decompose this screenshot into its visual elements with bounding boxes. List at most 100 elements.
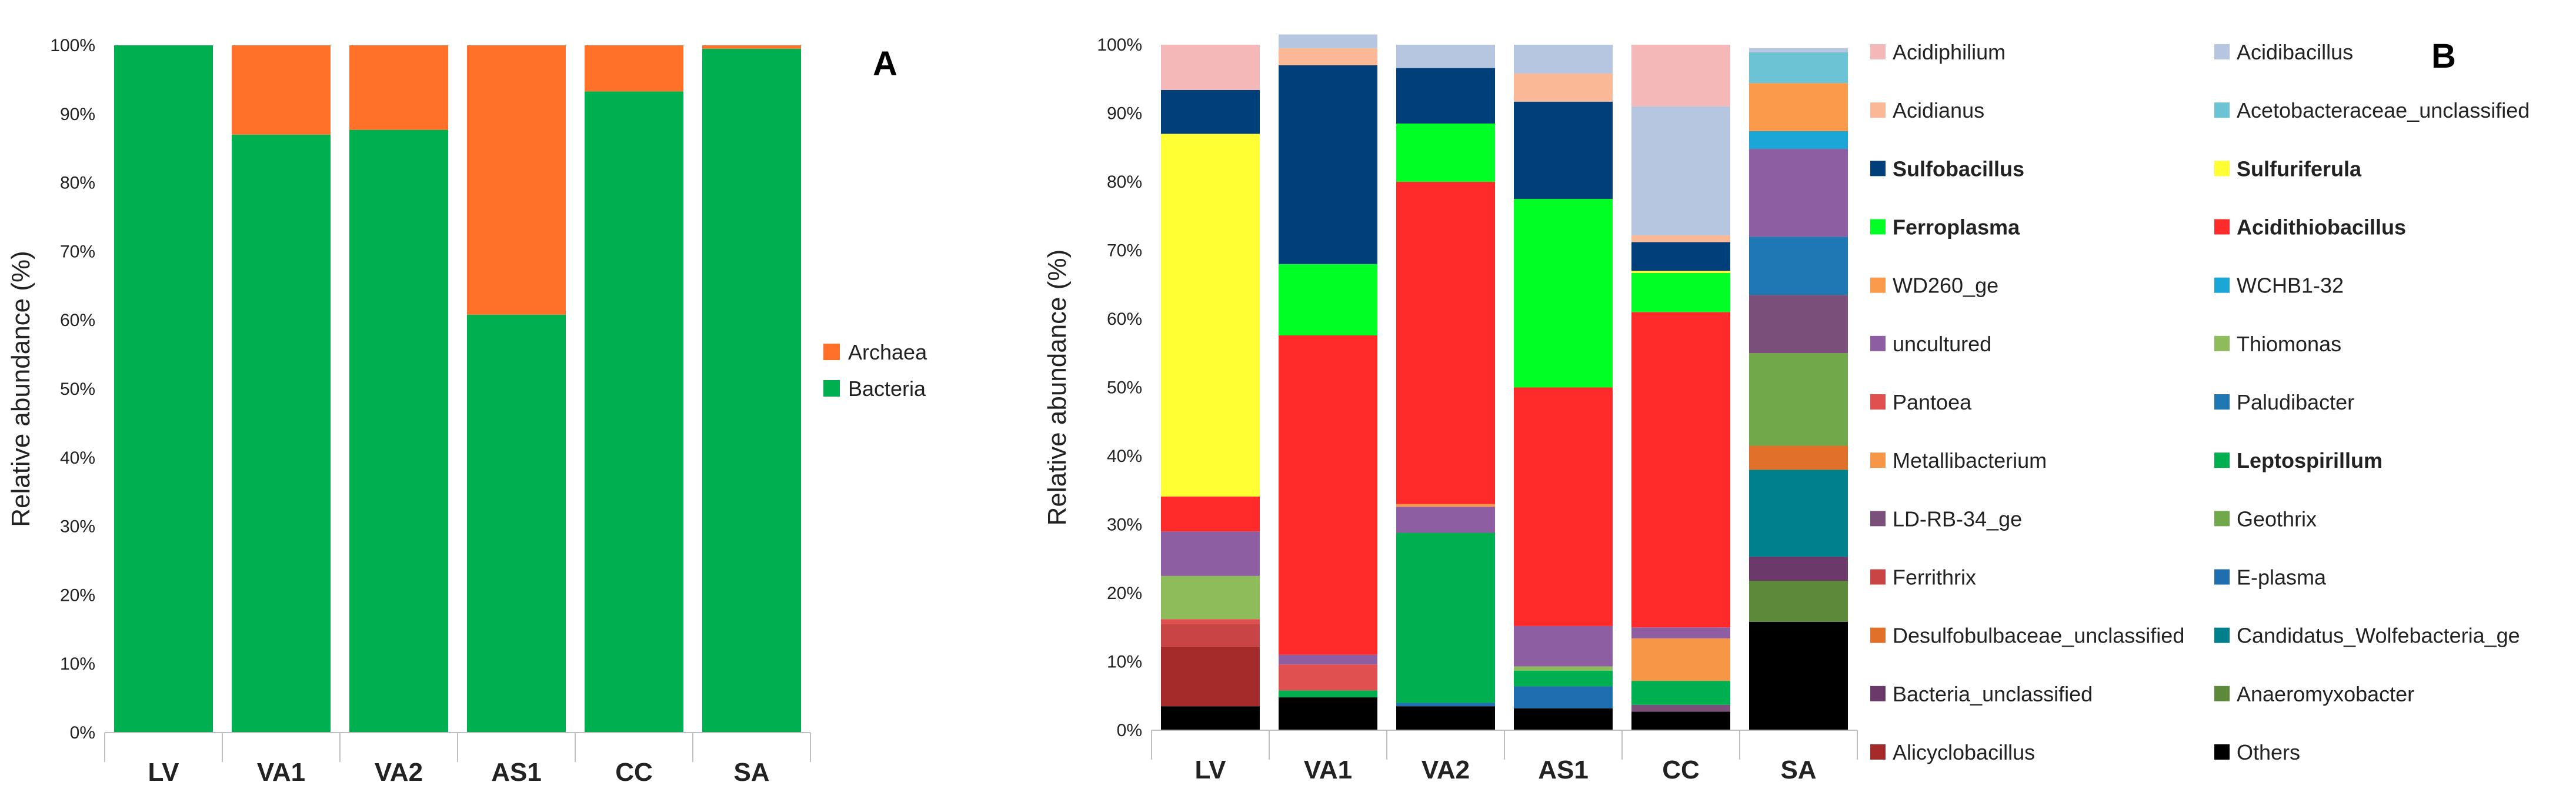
panel-b-legend-swatch-desulfobulbaceae-unclassified: [1870, 627, 1886, 643]
panel-a-bar-as1-bacteria: [467, 314, 566, 733]
panel-a-bar-va2-bacteria: [349, 129, 448, 733]
panel-b-bar-sa-desulfobulbaceae-unclassified: [1749, 445, 1848, 470]
panel-b-bar-sa-geothrix: [1749, 353, 1848, 446]
panel-b-x-label-as1: AS1: [1538, 756, 1589, 784]
panel-b-bar-sa-acidibacillus: [1749, 48, 1848, 52]
panel-b-legend-label-thiomonas: Thiomonas: [2237, 332, 2341, 356]
panel-b-legend-swatch-acidithiobacillus: [2214, 219, 2230, 235]
panel-b-ytick-label: 0%: [1117, 721, 1142, 740]
panel-b-bar-cc-ld-rb-34-ge: [1631, 704, 1730, 712]
panel-b-bar-lv-acidiphilium: [1161, 45, 1260, 90]
panel-a-bar-va1-bacteria: [232, 134, 331, 733]
panel-b-bar-va1-ferroplasma: [1279, 264, 1377, 335]
panel-b-x-label-va2: VA2: [1422, 756, 1470, 784]
panel-b-bar-lv-alicyclobacillus: [1161, 646, 1260, 707]
panel-b-legend-label-sulfobacillus: Sulfobacillus: [1893, 157, 2024, 181]
panel-b-legend-label-candidatus-wolfebacteria-ge: Candidatus_Wolfebacteria_ge: [2237, 624, 2520, 648]
panel-a-bar-lv-bacteria: [114, 45, 213, 733]
panel-b-legend-swatch-ferroplasma: [1870, 219, 1886, 235]
panel-b-bar-sa-ld-rb-34-ge: [1749, 295, 1848, 354]
panel-b-bar-va2-leptospirillum: [1396, 533, 1495, 703]
panel-b-legend-label-sulfuriferula: Sulfuriferula: [2237, 157, 2362, 181]
panel-a-bar-as1-archaea: [467, 45, 566, 315]
panel-a-legend-swatch-bacteria: [823, 380, 840, 397]
panel-b-legend-label-anaeromyxobacter: Anaeromyxobacter: [2237, 682, 2414, 706]
panel-b-bar-va1-leptospirillum: [1279, 690, 1377, 698]
panel-b-bar-va2-uncultured: [1396, 507, 1495, 533]
panel-b-bar-lv-sulfuriferula: [1161, 134, 1260, 497]
panel-b-ytick-label: 20%: [1107, 584, 1142, 603]
panel-b-bar-va2-wd260-ge: [1396, 504, 1495, 507]
panel-b-legend-label-paludibacter: Paludibacter: [2237, 390, 2354, 414]
panel-b-bar-va1-acidithiobacillus: [1279, 335, 1377, 655]
panel-b-bar-va1-acidianus: [1279, 48, 1377, 65]
panel-b-legend-swatch-alicyclobacillus: [1870, 744, 1886, 760]
panel-a-chart: 0% 10% 20% 30% 40% 50% 60% 70% 80% 90% 100% LV VA1 VA…: [6, 36, 927, 787]
panel-b-bar-as1-acidibacillus: [1514, 45, 1613, 74]
panel-a-y-axis-title: Relative abundance (%): [6, 251, 35, 527]
panel-b-legend-label-wchb1-32: WCHB1-32: [2237, 274, 2344, 298]
panel-b-bar-cc-acidibacillus: [1631, 106, 1730, 235]
panel-b-legend-swatch-ld-rb-34-ge: [1870, 511, 1886, 527]
panel-b-legend-label-acidibacillus: Acidibacillus: [2237, 40, 2353, 64]
panel-b-legend-label-pantoea: Pantoea: [1893, 390, 1972, 414]
panel-b-legend-swatch-acidiphilium: [1870, 44, 1886, 59]
panel-b-bar-cc-sulfobacillus: [1631, 242, 1730, 271]
panel-a-ytick-label: 20%: [60, 585, 95, 605]
panel-b-bar-as1-leptospirillum: [1514, 670, 1613, 687]
panel-b-bar-cc-acidithiobacillus: [1631, 312, 1730, 628]
panel-b-bar-va2-others: [1396, 706, 1495, 730]
panel-b-bar-sa-uncultured: [1749, 149, 1848, 237]
panel-b-bar-va2-acidithiobacillus: [1396, 182, 1495, 504]
panel-b-bar-cc-acidianus: [1631, 235, 1730, 242]
panel-b-bar-as1-acidithiobacillus: [1514, 387, 1613, 626]
panel-b-legend-label-acetobacteraceae-unclassified: Acetobacteraceae_unclassified: [2237, 98, 2530, 122]
panel-b-legend-label-desulfobulbaceae-unclassified: Desulfobulbaceae_unclassified: [1893, 624, 2184, 648]
panel-b-bar-cc-leptospirillum: [1631, 681, 1730, 705]
panel-b-bar-as1-ferroplasma: [1514, 199, 1613, 388]
panel-a-x-label-cc: CC: [615, 758, 653, 787]
panel-b-x-label-sa: SA: [1780, 756, 1816, 784]
panel-a-ytick-label: 30%: [60, 517, 95, 537]
panel-b-legend-label-acidiphilium: Acidiphilium: [1893, 40, 2006, 64]
panel-b-legend-label-ferroplasma: Ferroplasma: [1893, 215, 2020, 239]
panel-b-legend-swatch-candidatus-wolfebacteria-ge: [2214, 627, 2230, 643]
panel-a-x-label-va1: VA1: [257, 758, 305, 787]
panel-a-ytick-label: 0%: [70, 723, 95, 743]
panel-b-bar-cc-sulfuriferula: [1631, 271, 1730, 273]
panel-b-bar-va1-acidibacillus: [1279, 34, 1377, 48]
panel-b-legend-label-metallibacterium: Metallibacterium: [1893, 448, 2047, 472]
panel-b-bar-sa-anaeromyxobacter: [1749, 581, 1848, 622]
panel-a-bar-sa-archaea: [702, 45, 801, 49]
panel-b-legend-swatch-ferrithrix: [1870, 569, 1886, 585]
panel-b-legend-swatch-e-plasma: [2214, 569, 2230, 585]
panel-b-legend-label-acidithiobacillus: Acidithiobacillus: [2237, 215, 2406, 239]
panel-b-legend-swatch-thiomonas: [2214, 335, 2230, 351]
panel-b-bar-sa-bacteria-unclassified: [1749, 557, 1848, 581]
panel-b-ytick-label: 70%: [1107, 241, 1142, 261]
panel-b-bar-cc-metallibacterium: [1631, 638, 1730, 681]
panel-b-legend-swatch-wd260-ge: [1870, 277, 1886, 293]
panel-b-ytick-label: 30%: [1107, 515, 1142, 535]
panel-b-bar-sa-acetobacteraceae-unclassified: [1749, 52, 1848, 84]
panel-b-bar-lv-acidithiobacillus: [1161, 496, 1260, 532]
panel-b-legend-swatch-sulfuriferula: [2214, 161, 2230, 177]
panel-b-legend-swatch-geothrix: [2214, 511, 2230, 527]
panel-b-bar-as1-sulfobacillus: [1514, 101, 1613, 199]
panel-a-x-label-as1: AS1: [491, 758, 542, 787]
panel-b-legend-swatch-anaeromyxobacter: [2214, 685, 2230, 701]
panel-a-ytick-label: 60%: [60, 311, 95, 330]
panel-b-legend-swatch-uncultured: [1870, 335, 1886, 351]
panel-b-bar-sa-candidatus-wolfebacteria-ge: [1749, 470, 1848, 557]
panel-b-bar-va2-e-plasma: [1396, 703, 1495, 707]
panel-b-ytick-label: 90%: [1107, 104, 1142, 124]
panel-b-legend-swatch-pantoea: [1870, 394, 1886, 410]
panel-b-legend-label-alicyclobacillus: Alicyclobacillus: [1893, 740, 2035, 764]
panel-b-bar-lv-others: [1161, 706, 1260, 730]
panel-a-legend-swatch-archaea: [823, 344, 840, 360]
panel-a-ytick-label: 100%: [50, 36, 95, 55]
panel-a-ytick-label: 10%: [60, 654, 95, 674]
panel-b-bar-sa-others: [1749, 621, 1848, 730]
panel-b-legend-swatch-bacteria-unclassified: [1870, 685, 1886, 701]
panel-b-legend-swatch-metallibacterium: [1870, 452, 1886, 468]
